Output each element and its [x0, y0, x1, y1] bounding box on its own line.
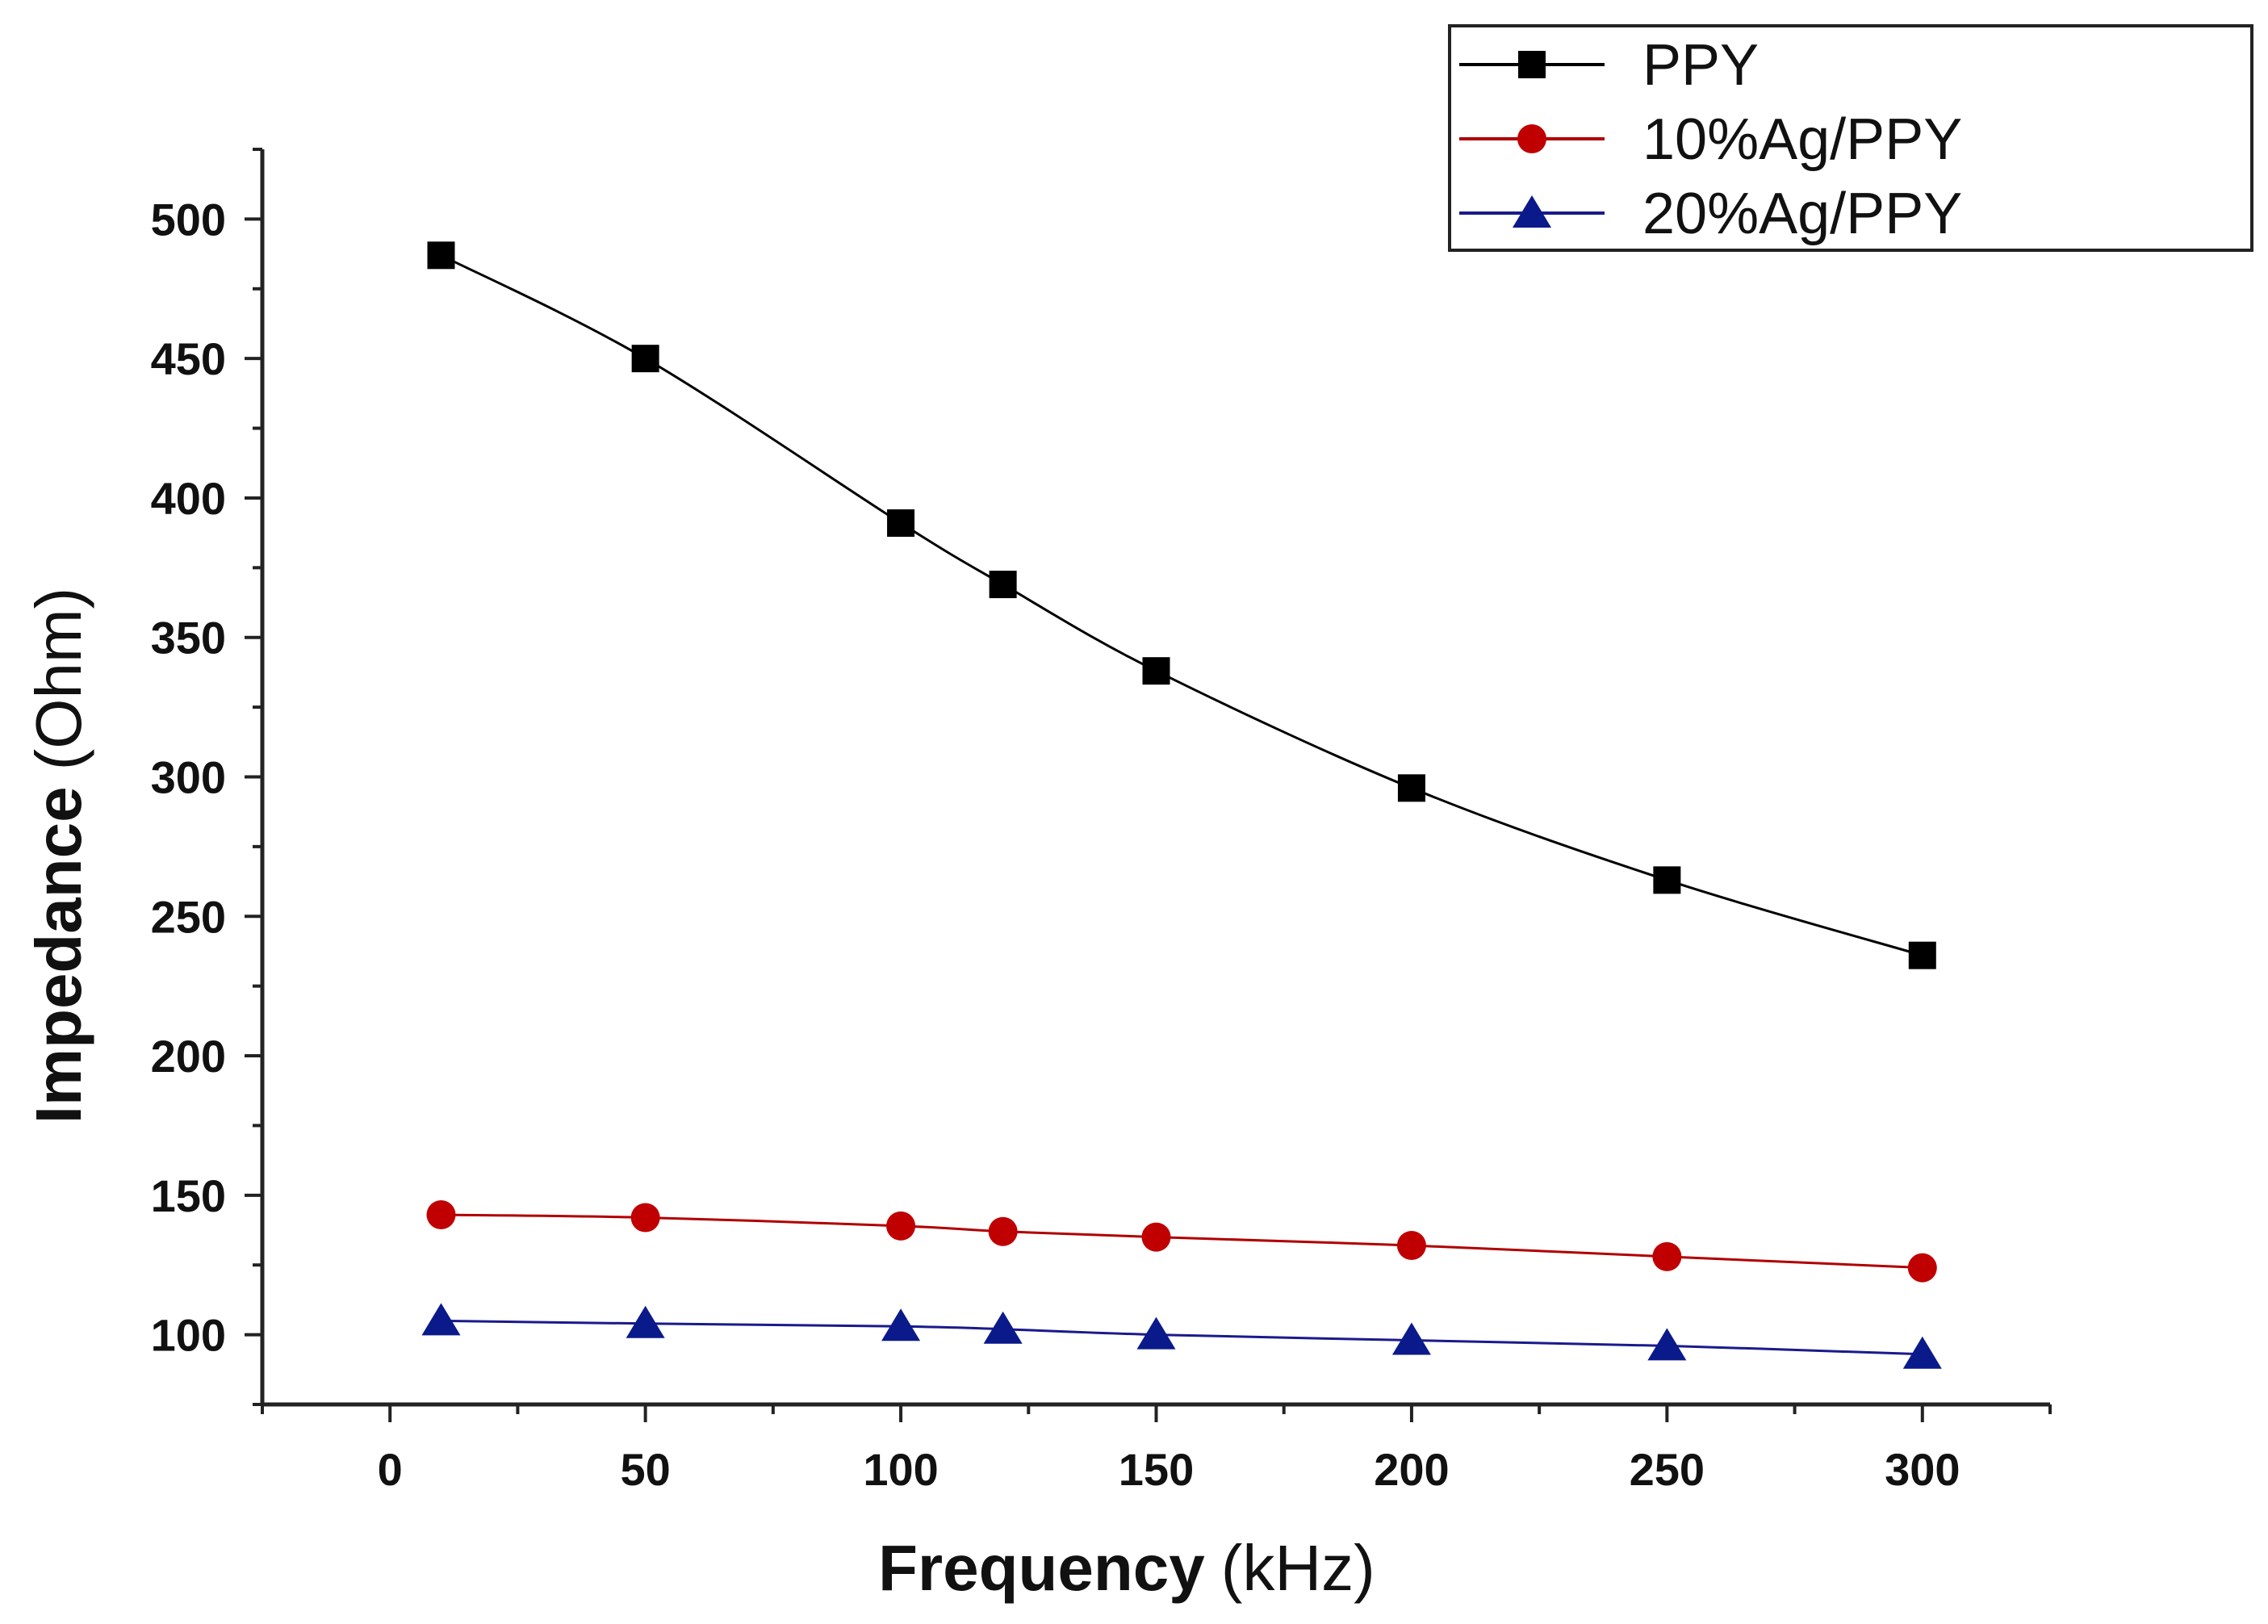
data-point [427, 241, 455, 270]
legend-label: PPY [1642, 33, 1759, 98]
series-10-ag-ppy [426, 1200, 1937, 1283]
data-point [426, 1200, 456, 1230]
data-point [1647, 1328, 1687, 1361]
y-tick-label: 500 [151, 194, 226, 245]
data-point [1902, 1336, 1942, 1369]
legend-marker [1517, 124, 1546, 153]
x-tick-label: 300 [1885, 1444, 1960, 1495]
y-tick-label: 250 [151, 891, 226, 942]
data-point [1653, 866, 1681, 894]
legend-item: PPY [1459, 33, 1759, 98]
series-layer [421, 241, 1942, 1369]
y-axis-title: Impedance (Ohm) [23, 588, 94, 1124]
data-point [421, 1303, 461, 1336]
series-line [441, 1213, 1923, 1270]
data-point [881, 1308, 921, 1341]
x-tick-label: 0 [378, 1444, 403, 1495]
data-point [626, 1305, 665, 1338]
data-point [989, 571, 1017, 599]
data-point [1908, 941, 1936, 969]
y-axis-unit: (Ohm) [23, 588, 94, 771]
data-point [1136, 1316, 1176, 1350]
data-point [630, 1203, 660, 1233]
data-point [1141, 1222, 1171, 1252]
data-point [983, 1311, 1023, 1344]
x-axis-unit: (kHz) [1221, 1532, 1375, 1604]
y-tick-label: 450 [151, 333, 226, 384]
legend-marker [1518, 51, 1546, 78]
legend-item: 20%Ag/PPY [1459, 182, 1962, 246]
legend-label: 10%Ag/PPY [1642, 107, 1962, 172]
x-tick-label: 100 [863, 1444, 938, 1495]
data-point [887, 509, 915, 538]
data-point [1396, 1231, 1426, 1261]
legend: PPY 10%Ag/PPY 20%Ag/PPY [1448, 24, 2253, 252]
y-tick-label: 400 [151, 473, 226, 524]
y-axis-label: Impedance [23, 786, 94, 1124]
series-ppy [427, 241, 1936, 969]
x-tick-label: 150 [1119, 1444, 1194, 1495]
legend-label: 20%Ag/PPY [1642, 182, 1962, 246]
data-point [1397, 774, 1425, 802]
legend-marker [1513, 195, 1551, 228]
data-point [631, 345, 659, 373]
x-axis-title: Frequency (kHz) [878, 1532, 1375, 1604]
y-tick-label: 200 [151, 1031, 226, 1082]
x-axis-ticks: 0 50 100 150 200 250 300 [261, 1404, 2052, 1495]
legend-item: 10%Ag/PPY [1459, 107, 1962, 172]
x-tick-label: 250 [1630, 1444, 1705, 1495]
data-point [1652, 1241, 1682, 1271]
data-point [1142, 657, 1170, 685]
x-tick-label: 50 [620, 1444, 670, 1495]
data-point [886, 1211, 916, 1241]
data-point [1391, 1322, 1431, 1355]
data-point [988, 1216, 1018, 1246]
y-tick-label: 300 [151, 752, 226, 803]
y-axis-ticks: 100 150 200 250 300 350 400 450 500 [151, 148, 262, 1406]
series-line [440, 253, 1923, 957]
y-tick-label: 350 [151, 613, 226, 663]
y-tick-label: 150 [151, 1170, 226, 1221]
series-20-ag-ppy [421, 1303, 1942, 1369]
x-tick-label: 200 [1374, 1444, 1449, 1495]
x-axis-label: Frequency [878, 1532, 1205, 1604]
data-point [1907, 1253, 1937, 1283]
y-tick-label: 100 [151, 1310, 226, 1361]
